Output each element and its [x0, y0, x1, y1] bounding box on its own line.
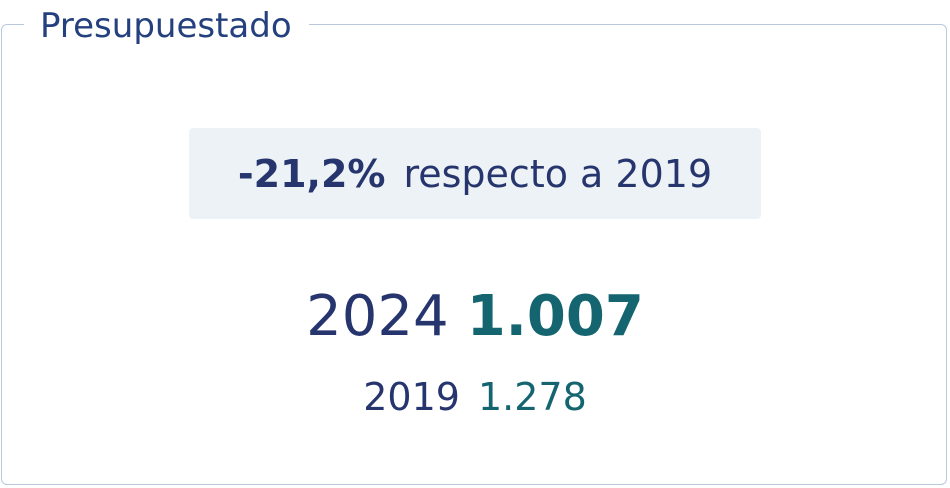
change-label: respecto a 2019	[403, 151, 713, 196]
current-year: 2024	[306, 283, 449, 349]
change-percent: -21,2%	[237, 151, 386, 196]
card-title: Presupuestado	[24, 3, 309, 49]
previous-year: 2019	[363, 375, 460, 419]
previous-value: 1.278	[477, 375, 587, 419]
current-value: 1.007	[466, 283, 644, 349]
previous-value-row: 2019 1.278	[0, 372, 950, 422]
budget-card	[1, 24, 947, 485]
current-value-row: 2024 1.007	[0, 280, 950, 352]
change-badge: -21,2% respecto a 2019	[189, 128, 761, 219]
